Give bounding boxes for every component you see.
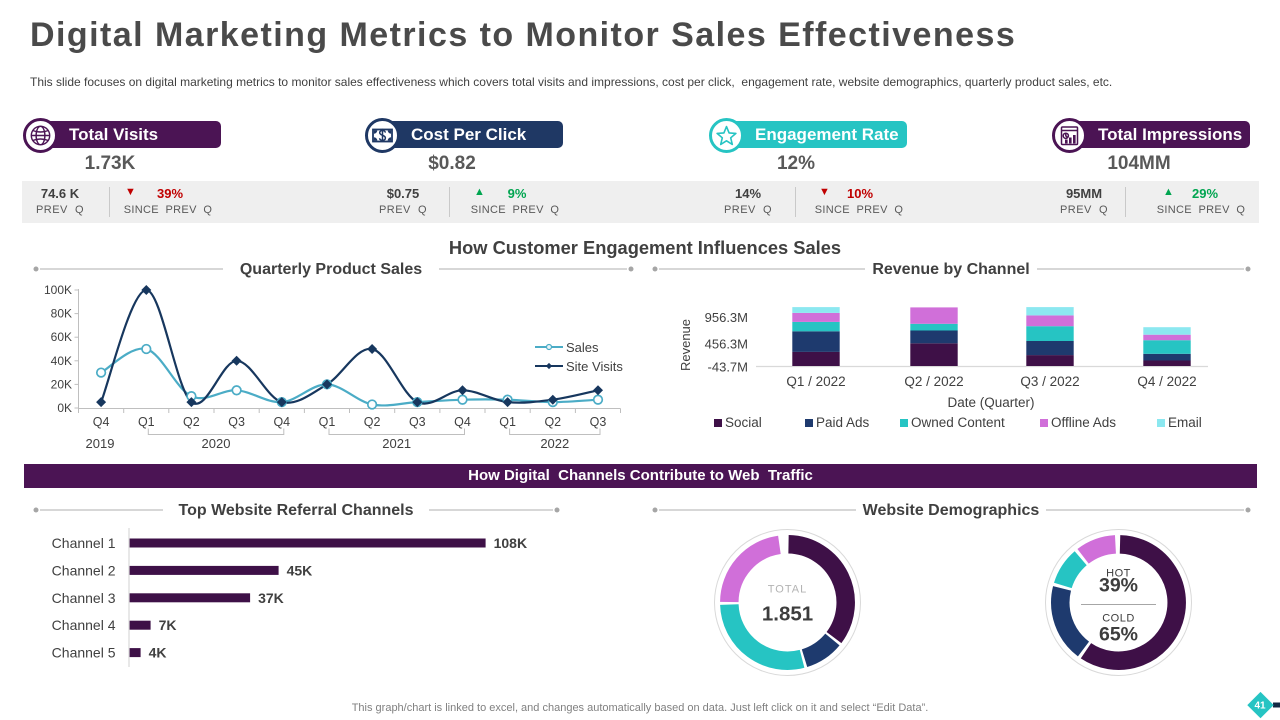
svg-text:HOT: HOT: [1106, 568, 1131, 580]
svg-text:Channel 2: Channel 2: [52, 562, 116, 578]
svg-text:Quarterly Product Sales: Quarterly Product Sales: [240, 261, 422, 278]
svg-text:Site Visits: Site Visits: [566, 359, 623, 374]
svg-text:Revenue: Revenue: [678, 319, 693, 371]
svg-text:80K: 80K: [51, 307, 72, 321]
svg-text:Website Demographics: Website Demographics: [863, 502, 1040, 519]
svg-text:Q4: Q4: [93, 415, 110, 429]
svg-text:Channel 3: Channel 3: [52, 590, 116, 606]
svg-text:108K: 108K: [494, 535, 527, 551]
svg-text:Offline Ads: Offline Ads: [1051, 415, 1116, 430]
svg-text:2019: 2019: [86, 436, 115, 451]
svg-text:4K: 4K: [149, 645, 167, 661]
svg-text:45K: 45K: [287, 562, 313, 578]
svg-text:7K: 7K: [159, 617, 177, 633]
svg-text:Q3: Q3: [409, 415, 426, 429]
svg-text:COLD: COLD: [1102, 613, 1135, 625]
svg-text:-43.7M: -43.7M: [708, 360, 748, 375]
svg-text:2020: 2020: [202, 436, 231, 451]
svg-text:Q2 / 2022: Q2 / 2022: [904, 374, 963, 389]
svg-text:Q2: Q2: [183, 415, 200, 429]
svg-text:60K: 60K: [51, 330, 72, 344]
svg-text:Sales: Sales: [566, 340, 599, 355]
svg-text:TOTAL: TOTAL: [768, 584, 807, 596]
svg-text:Q4 / 2022: Q4 / 2022: [1137, 374, 1196, 389]
svg-text:2021: 2021: [382, 436, 411, 451]
svg-text:Social: Social: [725, 415, 762, 430]
svg-text:Owned Content: Owned Content: [911, 415, 1005, 430]
svg-text:20K: 20K: [51, 377, 72, 391]
svg-text:Channel 4: Channel 4: [52, 617, 116, 633]
svg-text:Email: Email: [1168, 415, 1202, 430]
svg-text:Q4: Q4: [273, 415, 290, 429]
svg-text:Q1: Q1: [319, 415, 336, 429]
svg-text:Revenue by Channel: Revenue by Channel: [872, 261, 1029, 278]
svg-text:65%: 65%: [1099, 624, 1138, 646]
svg-text:Paid Ads: Paid Ads: [816, 415, 870, 430]
svg-text:39%: 39%: [1099, 575, 1138, 597]
svg-text:956.3M: 956.3M: [705, 310, 748, 325]
svg-text:41: 41: [1254, 701, 1266, 712]
svg-text:Channel 5: Channel 5: [52, 645, 116, 661]
svg-text:Q1 / 2022: Q1 / 2022: [786, 374, 845, 389]
svg-text:100K: 100K: [44, 283, 72, 297]
svg-text:1.851: 1.851: [762, 603, 813, 626]
svg-text:Q1: Q1: [499, 415, 516, 429]
svg-text:2022: 2022: [540, 436, 569, 451]
svg-text:Q2: Q2: [364, 415, 381, 429]
svg-text:0K: 0K: [57, 401, 72, 415]
svg-text:Q3: Q3: [590, 415, 607, 429]
svg-text:Channel 1: Channel 1: [52, 535, 116, 551]
svg-text:456.3M: 456.3M: [705, 337, 748, 352]
svg-text:Date (Quarter): Date (Quarter): [947, 395, 1034, 410]
svg-text:Q3 / 2022: Q3 / 2022: [1020, 374, 1079, 389]
svg-text:Q1: Q1: [138, 415, 155, 429]
svg-text:40K: 40K: [51, 354, 72, 368]
svg-text:Q3: Q3: [228, 415, 245, 429]
svg-text:Q2: Q2: [544, 415, 561, 429]
svg-text:Top Website Referral Channels: Top Website Referral Channels: [178, 502, 413, 519]
svg-text:Q4: Q4: [454, 415, 471, 429]
svg-text:37K: 37K: [258, 590, 284, 606]
